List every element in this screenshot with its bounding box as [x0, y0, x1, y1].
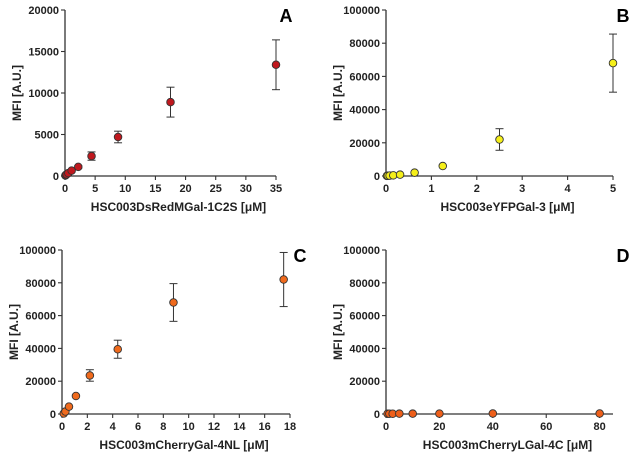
data-point [113, 344, 122, 354]
x-axis-title: HSC003DsRedMGal-1C2S [μM] [91, 200, 266, 214]
x-tick-label: 2 [84, 421, 90, 433]
x-tick-label: 4 [565, 183, 572, 195]
x-tick-label: 12 [208, 421, 220, 433]
x-tick-label: 25 [210, 183, 222, 195]
x-axis-title: HSC003eYFPGal-3 [μM] [440, 200, 574, 214]
panel-c: 0 20000 40000 60000 80000 100000 0 2 4 6 8 10 12 14 16… [7, 245, 307, 452]
x-tick-label: 20 [433, 421, 445, 433]
y-tick-label: 20000 [349, 138, 380, 150]
y-tick-label: 40000 [349, 343, 380, 355]
data-point [495, 135, 504, 144]
x-tick-label: 5 [92, 183, 98, 195]
y-axis-title: MFI [A.U.] [7, 304, 21, 360]
x-tick-label: 60 [540, 421, 552, 433]
y-tick-label: 40000 [349, 105, 380, 117]
x-tick-label: 10 [183, 421, 195, 433]
y-tick-label: 0 [53, 171, 59, 183]
x-tick-label: 35 [270, 183, 282, 195]
y-tick-label: 80000 [349, 38, 380, 50]
data-point [595, 409, 604, 418]
data-point [279, 275, 288, 284]
x-tick-label: 0 [383, 183, 389, 195]
x-tick-label: 0 [62, 183, 68, 195]
x-tick-label: 6 [135, 421, 141, 433]
panel-a: 0 5000 10000 15000 20000 0 5 10 15 20 25 30 35 HSC003… [10, 5, 293, 214]
data-point [395, 409, 404, 418]
data-point [74, 162, 83, 172]
y-tick-label: 0 [50, 409, 56, 421]
y-tick-label: 5000 [35, 130, 59, 142]
y-tick-label: 20000 [349, 376, 380, 388]
panel-letter: C [294, 246, 307, 266]
data-point [410, 168, 419, 177]
x-tick-label: 18 [284, 421, 296, 433]
y-tick-label: 80000 [349, 278, 380, 290]
y-axis-title: MFI [A.U.] [10, 65, 24, 121]
data-point [85, 371, 95, 380]
x-tick-label: 14 [233, 421, 246, 433]
y-tick-label: 20000 [28, 5, 59, 17]
data-point [71, 391, 81, 401]
x-tick-label: 8 [160, 421, 166, 433]
data-point [64, 402, 74, 411]
data-point [408, 409, 417, 418]
x-tick-label: 5 [610, 183, 616, 195]
y-tick-label: 60000 [349, 71, 380, 83]
y-tick-label: 80000 [25, 278, 56, 290]
x-tick-label: 4 [110, 421, 117, 433]
y-tick-label: 0 [374, 171, 380, 183]
y-tick-label: 20000 [25, 376, 56, 388]
data-point [395, 170, 405, 179]
y-tick-label: 10000 [28, 88, 59, 100]
y-tick-label: 60000 [349, 311, 380, 323]
x-tick-label: 15 [149, 183, 161, 195]
y-tick-label: 100000 [19, 245, 56, 257]
x-tick-label: 30 [240, 183, 252, 195]
x-tick-label: 0 [383, 421, 389, 433]
y-tick-label: 40000 [25, 343, 56, 355]
y-tick-label: 0 [374, 409, 380, 421]
y-tick-label: 100000 [343, 5, 380, 17]
x-tick-label: 20 [179, 183, 191, 195]
x-tick-label: 2 [474, 183, 480, 195]
x-tick-label: 0 [59, 421, 65, 433]
panel-d: 0 20000 40000 60000 80000 100000 0 20 40 60 80HSC0… [331, 245, 630, 452]
data-point [435, 409, 444, 418]
data-point [87, 151, 96, 161]
y-axis-title: MFI [A.U.] [331, 65, 345, 121]
x-tick-label: 3 [519, 183, 525, 195]
data-point [608, 58, 618, 68]
data-point [166, 97, 175, 107]
panel-letter: A [280, 6, 293, 26]
x-tick-label: 1 [428, 183, 434, 195]
panel-b: 0 20000 40000 60000 80000 100000 0 1 2 3 4 5 HSC003e… [331, 5, 630, 214]
y-tick-label: 15000 [28, 47, 59, 59]
x-tick-label: 40 [487, 421, 499, 433]
data-point [271, 60, 281, 70]
data-point [67, 166, 76, 175]
y-tick-label: 60000 [25, 311, 56, 323]
x-axis-title: HSC003mCherryLGal-4C [μM] [423, 438, 592, 452]
panel-letter: B [617, 6, 630, 26]
y-tick-label: 100000 [343, 245, 380, 257]
x-tick-label: 10 [119, 183, 131, 195]
data-point [488, 409, 498, 418]
x-tick-label: 80 [594, 421, 606, 433]
data-point [169, 298, 178, 307]
x-axis-title: HSC003mCherryGal-4NL [μM] [99, 438, 268, 452]
data-point [113, 132, 123, 142]
panel-letter: D [617, 246, 630, 266]
x-tick-label: 16 [259, 421, 271, 433]
data-point [438, 161, 448, 171]
y-axis-title: MFI [A.U.] [331, 304, 345, 360]
